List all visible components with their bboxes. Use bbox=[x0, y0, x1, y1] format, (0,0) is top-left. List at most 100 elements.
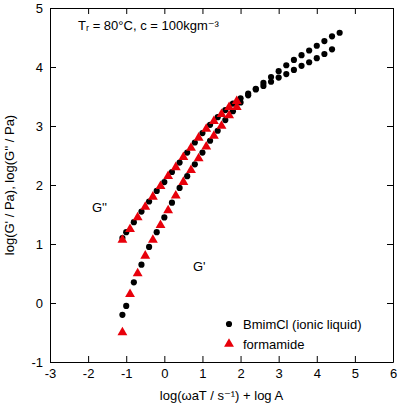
x-tick-top bbox=[279, 8, 280, 14]
y-tick: -1 bbox=[31, 355, 56, 370]
x-tick-mark bbox=[355, 8, 356, 14]
x-tick-mark bbox=[355, 356, 356, 362]
point bbox=[117, 327, 127, 336]
point bbox=[253, 86, 259, 92]
y-tick-right bbox=[387, 126, 393, 127]
x-tick-top bbox=[355, 8, 356, 14]
point bbox=[146, 244, 152, 250]
series bbox=[117, 96, 241, 243]
x-tick-mark bbox=[202, 356, 203, 362]
y-tick-mark bbox=[387, 185, 393, 186]
annotation: G'' bbox=[92, 200, 107, 215]
y-tick-right bbox=[387, 362, 393, 363]
legend-label: BmimCl (ionic liquid) bbox=[243, 317, 361, 332]
frame-top bbox=[51, 8, 394, 9]
point bbox=[156, 180, 166, 189]
series bbox=[117, 101, 241, 335]
x-tick-mark bbox=[279, 8, 280, 14]
x-axis: -3-2-10123456 bbox=[45, 356, 397, 381]
x-tick-top bbox=[126, 8, 127, 14]
point bbox=[321, 38, 327, 44]
point bbox=[125, 224, 135, 233]
y-tick-mark bbox=[50, 244, 56, 245]
y-tick-mark bbox=[387, 362, 393, 363]
point bbox=[140, 250, 150, 259]
point bbox=[245, 92, 251, 98]
point bbox=[268, 74, 274, 80]
y-axis-right bbox=[387, 9, 394, 363]
x-tick-top bbox=[164, 8, 165, 14]
point bbox=[276, 68, 282, 74]
x-tick-mark bbox=[126, 356, 127, 362]
legend-marker bbox=[226, 321, 232, 327]
point bbox=[161, 214, 167, 220]
y-tick-mark bbox=[50, 185, 56, 186]
y-tick-mark bbox=[387, 303, 393, 304]
x-tick-label: -1 bbox=[121, 366, 133, 381]
point bbox=[298, 63, 304, 69]
point bbox=[314, 55, 320, 61]
point bbox=[119, 312, 125, 318]
x-axis-line bbox=[51, 362, 394, 363]
point bbox=[276, 75, 282, 81]
chart: -3-2-10123456-1012345log(ωaT / s⁻¹) + lo… bbox=[0, 0, 401, 410]
point bbox=[178, 152, 188, 161]
annotation: G' bbox=[193, 259, 206, 274]
series bbox=[119, 46, 335, 241]
y-tick-right bbox=[387, 67, 393, 68]
y-tick-mark bbox=[50, 67, 56, 68]
x-tick-mark bbox=[317, 8, 318, 14]
point bbox=[117, 234, 127, 243]
point bbox=[217, 120, 227, 129]
x-axis-title: log(ωaT / s⁻¹) + log A bbox=[160, 388, 284, 403]
x-tick-top bbox=[317, 8, 318, 14]
y-tick-label: 0 bbox=[36, 296, 43, 311]
point bbox=[186, 142, 196, 151]
point bbox=[194, 153, 204, 162]
series bbox=[119, 30, 342, 318]
y-tick-label: 2 bbox=[36, 178, 43, 193]
y-tick: 4 bbox=[36, 60, 56, 75]
x-tick-mark bbox=[202, 8, 203, 14]
x-tick-mark bbox=[164, 356, 165, 362]
point bbox=[163, 170, 173, 179]
x-tick-mark bbox=[241, 8, 242, 14]
point bbox=[156, 219, 166, 228]
point bbox=[186, 165, 196, 174]
point bbox=[329, 33, 335, 39]
y-tick-right bbox=[387, 244, 393, 245]
point bbox=[321, 51, 327, 57]
point bbox=[291, 57, 297, 63]
x-tick-mark bbox=[164, 8, 165, 14]
point bbox=[232, 101, 242, 110]
x-tick-mark bbox=[50, 8, 51, 14]
x-tick: 3 bbox=[276, 356, 283, 381]
y-tick: 3 bbox=[36, 119, 56, 134]
x-tick-label: 1 bbox=[199, 366, 206, 381]
y-tick-label: -1 bbox=[31, 355, 43, 370]
x-tick-top bbox=[88, 8, 89, 14]
x-tick-label: 3 bbox=[276, 366, 283, 381]
legend-marker bbox=[224, 338, 234, 347]
y-tick: 1 bbox=[36, 237, 56, 252]
legend: BmimCl (ionic liquid)formamide bbox=[224, 317, 361, 352]
point bbox=[131, 279, 137, 285]
y-tick-label: 5 bbox=[36, 1, 43, 16]
x-axis-top bbox=[51, 8, 394, 14]
point bbox=[178, 176, 188, 185]
x-tick-label: 6 bbox=[390, 366, 397, 381]
point bbox=[283, 71, 289, 77]
x-tick-top bbox=[241, 8, 242, 14]
point bbox=[133, 268, 143, 277]
point bbox=[194, 132, 204, 141]
point bbox=[125, 288, 135, 297]
y-tick-mark bbox=[387, 126, 393, 127]
point bbox=[163, 205, 173, 214]
y-tick-label: 4 bbox=[36, 60, 43, 75]
point bbox=[306, 59, 312, 65]
x-tick-mark bbox=[279, 356, 280, 362]
point bbox=[283, 62, 289, 68]
x-tick-label: 0 bbox=[161, 366, 168, 381]
x-tick: 1 bbox=[199, 356, 206, 381]
y-tick: 2 bbox=[36, 178, 56, 193]
